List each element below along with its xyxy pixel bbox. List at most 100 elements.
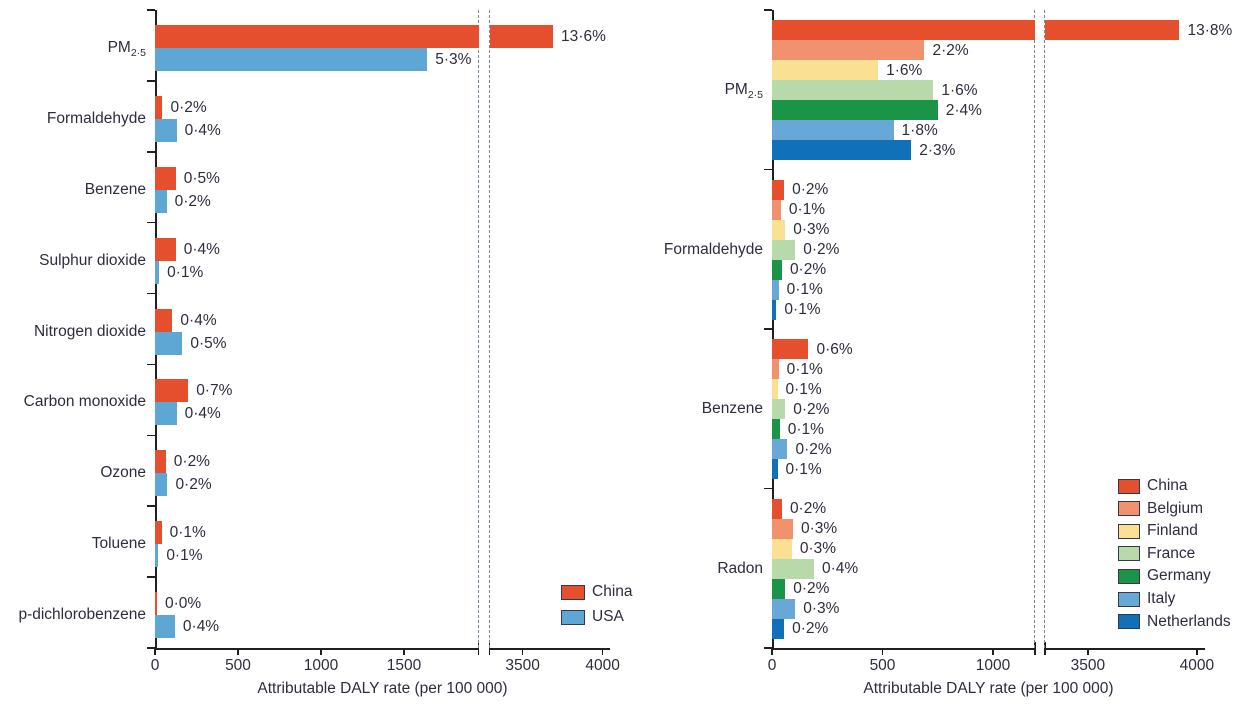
bar-segment <box>489 25 554 48</box>
legend-item: China <box>1118 477 1188 495</box>
y-axis-tick <box>147 221 155 224</box>
bar-value-label: 1·6% <box>941 81 978 99</box>
bar <box>772 359 779 379</box>
bar-value-label: 0·5% <box>183 169 220 187</box>
bar-value-label: 0·1% <box>166 547 203 565</box>
bar <box>772 339 809 359</box>
bar <box>772 399 786 419</box>
x-axis-segment <box>772 648 1035 650</box>
legend-label: Finland <box>1147 522 1198 540</box>
x-tick-label: 0 <box>767 657 777 674</box>
bar-value-label: 0·1% <box>787 420 824 438</box>
x-axis-tick <box>237 648 239 655</box>
bar-segment <box>772 20 1035 40</box>
bar-value-label: 0·2% <box>803 241 840 258</box>
bar <box>155 450 166 474</box>
bar <box>772 518 793 539</box>
bar <box>155 473 168 497</box>
bar <box>772 439 788 459</box>
bar <box>155 95 163 119</box>
bar <box>772 459 778 479</box>
bar-value-label: 13·8% <box>1187 21 1233 39</box>
bar <box>772 498 782 519</box>
bar <box>155 521 162 545</box>
chart-right-europe-china: 0 500 1000 3500 4000 Attributable DALY rate (… <box>622 0 1244 704</box>
bar-value-label: 0·4% <box>183 240 220 258</box>
axis-break-line <box>1034 10 1036 648</box>
bar-value-label: 13·6% <box>561 28 606 45</box>
bar <box>772 100 938 120</box>
bar-value-label: 0·1% <box>785 380 822 398</box>
axis-break-mark <box>477 642 480 655</box>
bar-value-label: 1·8% <box>901 121 938 139</box>
category-label-subscript: 2·5 <box>747 89 763 101</box>
y-axis-tick <box>764 168 772 171</box>
category-label: p-dichlorobenzene <box>0 605 146 625</box>
category-label: Formaldehyde <box>622 240 763 260</box>
category-label: Carbon monoxide <box>0 392 146 412</box>
y-axis-tick <box>147 292 155 295</box>
category-label: Formaldehyde <box>0 109 146 129</box>
bar <box>155 544 159 568</box>
bar <box>155 379 189 403</box>
bar-value-label: 0·2% <box>792 620 829 637</box>
bar-value-label: 0·4% <box>184 121 221 139</box>
bar-value-label: 0·1% <box>784 301 821 318</box>
category-label-text: Carbon monoxide <box>23 393 146 411</box>
bar <box>772 60 879 80</box>
legend-swatch <box>561 609 585 625</box>
legend-item: Italy <box>1118 590 1175 608</box>
x-tick-label: 3500 <box>1070 657 1106 674</box>
bar-value-label: 5·3% <box>435 51 472 68</box>
bar-value-label: 0·1% <box>786 360 823 378</box>
bar <box>772 40 925 60</box>
y-axis-tick <box>764 647 772 649</box>
bar <box>772 419 780 439</box>
bar-value-label: 0·2% <box>793 400 830 418</box>
bar-value-label: 2·2% <box>932 41 969 59</box>
bar <box>772 538 792 559</box>
bar <box>155 402 177 426</box>
bar-segment <box>1044 20 1180 40</box>
y-axis-tick <box>147 434 155 437</box>
legend-item: Netherlands <box>1118 613 1231 631</box>
category-label-subscript: 2·5 <box>130 47 146 59</box>
axis-break-line <box>1044 10 1046 648</box>
bar-value-label: 0·4% <box>182 618 220 636</box>
bar-value-label: 0·2% <box>173 453 210 471</box>
bar <box>772 558 814 579</box>
category-label-text: PM <box>107 39 131 56</box>
bar-value-label: 0·3% <box>800 520 838 537</box>
x-tick-label: 4000 <box>585 657 620 674</box>
x-axis-tick <box>1196 648 1198 655</box>
legend-swatch <box>561 584 585 600</box>
y-axis-tick <box>764 9 772 11</box>
bar-value-label: 0·2% <box>792 181 829 198</box>
bar-value-label: 0·4% <box>821 560 859 577</box>
category-label-text: p-dichlorobenzene <box>18 606 146 624</box>
bar-value-label: 2·3% <box>919 141 956 159</box>
legend-label: USA <box>592 608 624 625</box>
bar <box>772 239 796 260</box>
x-axis-tick <box>992 648 994 655</box>
chart-left-china-usa: 0 500 1000 1500 3500 4000 Attributable DALY ra… <box>0 9 633 697</box>
legend-item: Belgium <box>1118 500 1203 518</box>
bar <box>155 166 176 190</box>
bar-segment <box>155 25 479 48</box>
x-tick-label: 500 <box>869 657 896 674</box>
category-label: Ozone <box>0 463 146 483</box>
category-label-text: Benzene <box>701 400 763 417</box>
bar <box>155 615 175 639</box>
legend-swatch <box>1118 546 1140 562</box>
category-label-text: Toluene <box>91 535 146 553</box>
x-axis-segment <box>489 648 610 650</box>
bar-value-label: 0·4% <box>180 311 217 329</box>
bar-value-label: 0·1% <box>785 460 822 478</box>
bar <box>772 80 934 100</box>
bar-value-label: 0·3% <box>793 221 830 238</box>
y-axis-tick <box>147 9 155 11</box>
bar-value-label: 0·2% <box>789 500 827 517</box>
bar-value-label: 0·2% <box>170 98 207 116</box>
legend-swatch <box>1118 523 1140 539</box>
